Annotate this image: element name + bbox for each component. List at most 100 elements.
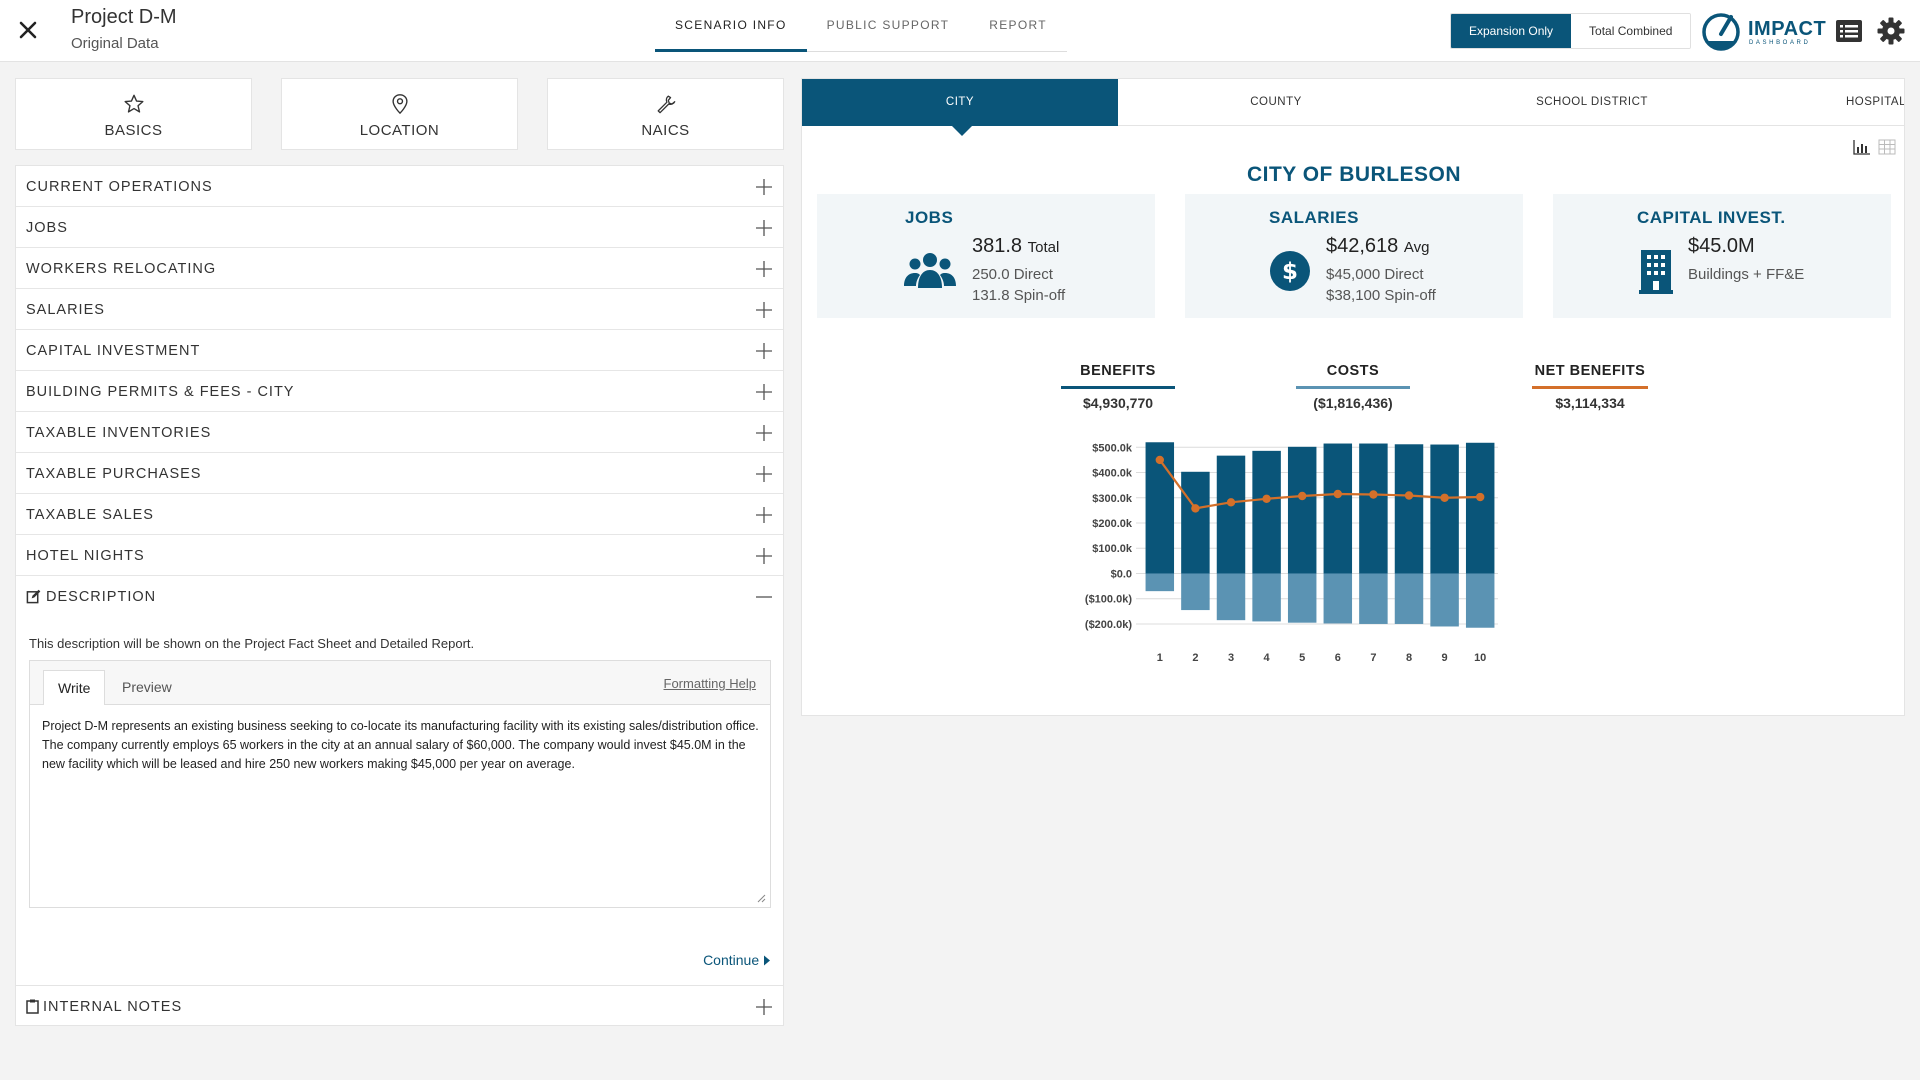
tab-public-support[interactable]: PUBLIC SUPPORT (826, 18, 950, 32)
costs-bar[interactable] (1430, 573, 1459, 627)
section-label: BUILDING PERMITS & FEES - CITY (26, 384, 295, 400)
section-current-operations[interactable]: CURRENT OPERATIONS (16, 166, 783, 207)
tab-preview[interactable]: Preview (122, 679, 172, 695)
category-cards: BASICS LOCATION NAICS (15, 78, 784, 150)
bar-chart-icon[interactable] (1852, 139, 1871, 155)
costs-bar[interactable] (1323, 573, 1353, 624)
section-jobs[interactable]: JOBS (16, 207, 783, 248)
benefits-bar[interactable] (1252, 450, 1281, 574)
net-benefits-point[interactable] (1369, 490, 1378, 499)
section-taxable-sales[interactable]: TAXABLE SALES (16, 494, 783, 535)
tab-city[interactable]: CITY (802, 79, 1118, 136)
net-benefits-point[interactable] (1404, 491, 1414, 500)
tab-scenario-info[interactable]: SCENARIO INFO (655, 0, 807, 52)
y-tick-label: $400.0k (1092, 468, 1133, 480)
net-benefits-point[interactable] (1226, 498, 1236, 507)
expansion-only-button[interactable]: Expansion Only (1451, 14, 1572, 48)
description-textarea[interactable]: Project D-M represents an existing busin… (42, 719, 759, 771)
plus-icon (756, 548, 772, 564)
list-icon (1836, 20, 1862, 42)
section-hotel-nights[interactable]: HOTEL NIGHTS (16, 535, 783, 576)
benefits-bar[interactable] (1216, 455, 1246, 574)
costs-bar[interactable] (1287, 573, 1317, 623)
resize-handle-icon[interactable] (756, 893, 766, 903)
net-benefits-point[interactable] (1191, 504, 1200, 513)
costs-bar[interactable] (1359, 573, 1388, 624)
section-workers-relocating[interactable]: WORKERS RELOCATING (16, 248, 783, 289)
benefits-bar[interactable] (1394, 444, 1424, 574)
jobs-heading: JOBS (905, 208, 954, 227)
tab-school-district[interactable]: SCHOOL DISTRICT (1536, 96, 1648, 108)
section-description[interactable]: DESCRIPTION (16, 576, 783, 617)
section-taxable-inventories[interactable]: TAXABLE INVENTORIES (16, 412, 783, 453)
x-tick-label: 10 (1474, 652, 1486, 664)
map-pin-icon (391, 94, 408, 115)
close-button[interactable] (14, 16, 42, 44)
jobs-spinoff: 131.8 Spin-off (972, 287, 1066, 304)
formatting-help-link[interactable]: Formatting Help (663, 676, 756, 691)
net-benefits-point[interactable] (1262, 494, 1271, 503)
clipboard-icon (26, 999, 39, 1014)
net-benefits-point[interactable] (1440, 493, 1449, 502)
benefits-bar[interactable] (1359, 443, 1388, 574)
tab-county[interactable]: COUNTY (1250, 96, 1302, 108)
section-label: JOBS (26, 220, 68, 236)
net-benefits-point[interactable] (1476, 492, 1485, 502)
y-tick-label: $300.0k (1092, 493, 1133, 505)
table-icon[interactable] (1878, 139, 1896, 155)
section-taxable-purchases[interactable]: TAXABLE PURCHASES (16, 453, 783, 494)
y-tick-label: ($100.0k) (1085, 594, 1132, 606)
section-label: SALARIES (26, 302, 105, 318)
costs-bar[interactable] (1181, 573, 1210, 611)
costs-bar[interactable] (1394, 573, 1424, 624)
tab-report[interactable]: REPORT (989, 18, 1047, 32)
plus-icon (756, 384, 772, 400)
benefits-bar[interactable] (1181, 471, 1210, 574)
salaries-direct: $45,000 Direct (1326, 266, 1424, 283)
salaries-avg-unit: Avg (1403, 239, 1430, 256)
location-card[interactable]: LOCATION (281, 78, 518, 150)
svg-text:$: $ (1282, 259, 1298, 285)
costs-bar[interactable] (1465, 573, 1495, 628)
benefits-bar[interactable] (1430, 444, 1459, 574)
net-benefits-label: NET BENEFITS (1534, 363, 1646, 379)
net-benefits-point[interactable] (1155, 455, 1164, 465)
section-internal-notes[interactable]: INTERNAL NOTES (15, 985, 784, 1026)
tab-write[interactable]: Write (43, 670, 106, 705)
tab-hospital[interactable]: HOSPITAL (1845, 96, 1905, 108)
capital-stat-card: CAPITAL INVEST. $45.0M Buildings + FF&E (1553, 194, 1891, 318)
costs-bar[interactable] (1252, 573, 1281, 622)
building-icon (1639, 250, 1673, 294)
impact-dashboard-logo: IMPACT DASHBOARD (1700, 12, 1826, 52)
basics-card[interactable]: BASICS (15, 78, 252, 150)
view-toggle (1852, 139, 1896, 160)
salaries-avg-value: $42,618 (1326, 235, 1399, 257)
section-capital-investment[interactable]: CAPITAL INVESTMENT (16, 330, 783, 371)
x-tick-label: 9 (1442, 652, 1448, 664)
description-help-text: This description will be shown on the Pr… (29, 636, 475, 651)
continue-button[interactable]: Continue (703, 952, 771, 968)
benefits-bar[interactable] (1323, 443, 1353, 574)
net-benefits-point[interactable] (1298, 491, 1307, 501)
benefits-bar[interactable] (1287, 446, 1317, 574)
project-title: Project D-M (71, 6, 177, 28)
naics-card[interactable]: NAICS (547, 78, 784, 150)
section-salaries[interactable]: SALARIES (16, 289, 783, 330)
total-combined-button[interactable]: Total Combined (1571, 14, 1691, 48)
costs-bar[interactable] (1216, 573, 1246, 621)
benefits-bar[interactable] (1145, 442, 1175, 574)
y-tick-label: ($200.0k) (1085, 619, 1132, 631)
dollar-icon: $ (1270, 251, 1310, 291)
jurisdiction-title: CITY OF BURLESON (1246, 163, 1462, 186)
salaries-spinoff: $38,100 Spin-off (1326, 287, 1436, 304)
benefits-bar[interactable] (1465, 442, 1495, 574)
scope-toggle: Expansion Only Total Combined (1450, 13, 1692, 49)
section-building-permits[interactable]: BUILDING PERMITS & FEES - CITY (16, 371, 783, 412)
settings-button[interactable] (1876, 16, 1906, 46)
list-view-button[interactable] (1834, 16, 1864, 46)
naics-label: NAICS (641, 122, 690, 139)
net-benefits-value: $3,114,334 (1555, 395, 1625, 411)
plus-icon (756, 466, 772, 482)
costs-bar[interactable] (1145, 573, 1175, 592)
net-benefits-point[interactable] (1333, 489, 1342, 499)
